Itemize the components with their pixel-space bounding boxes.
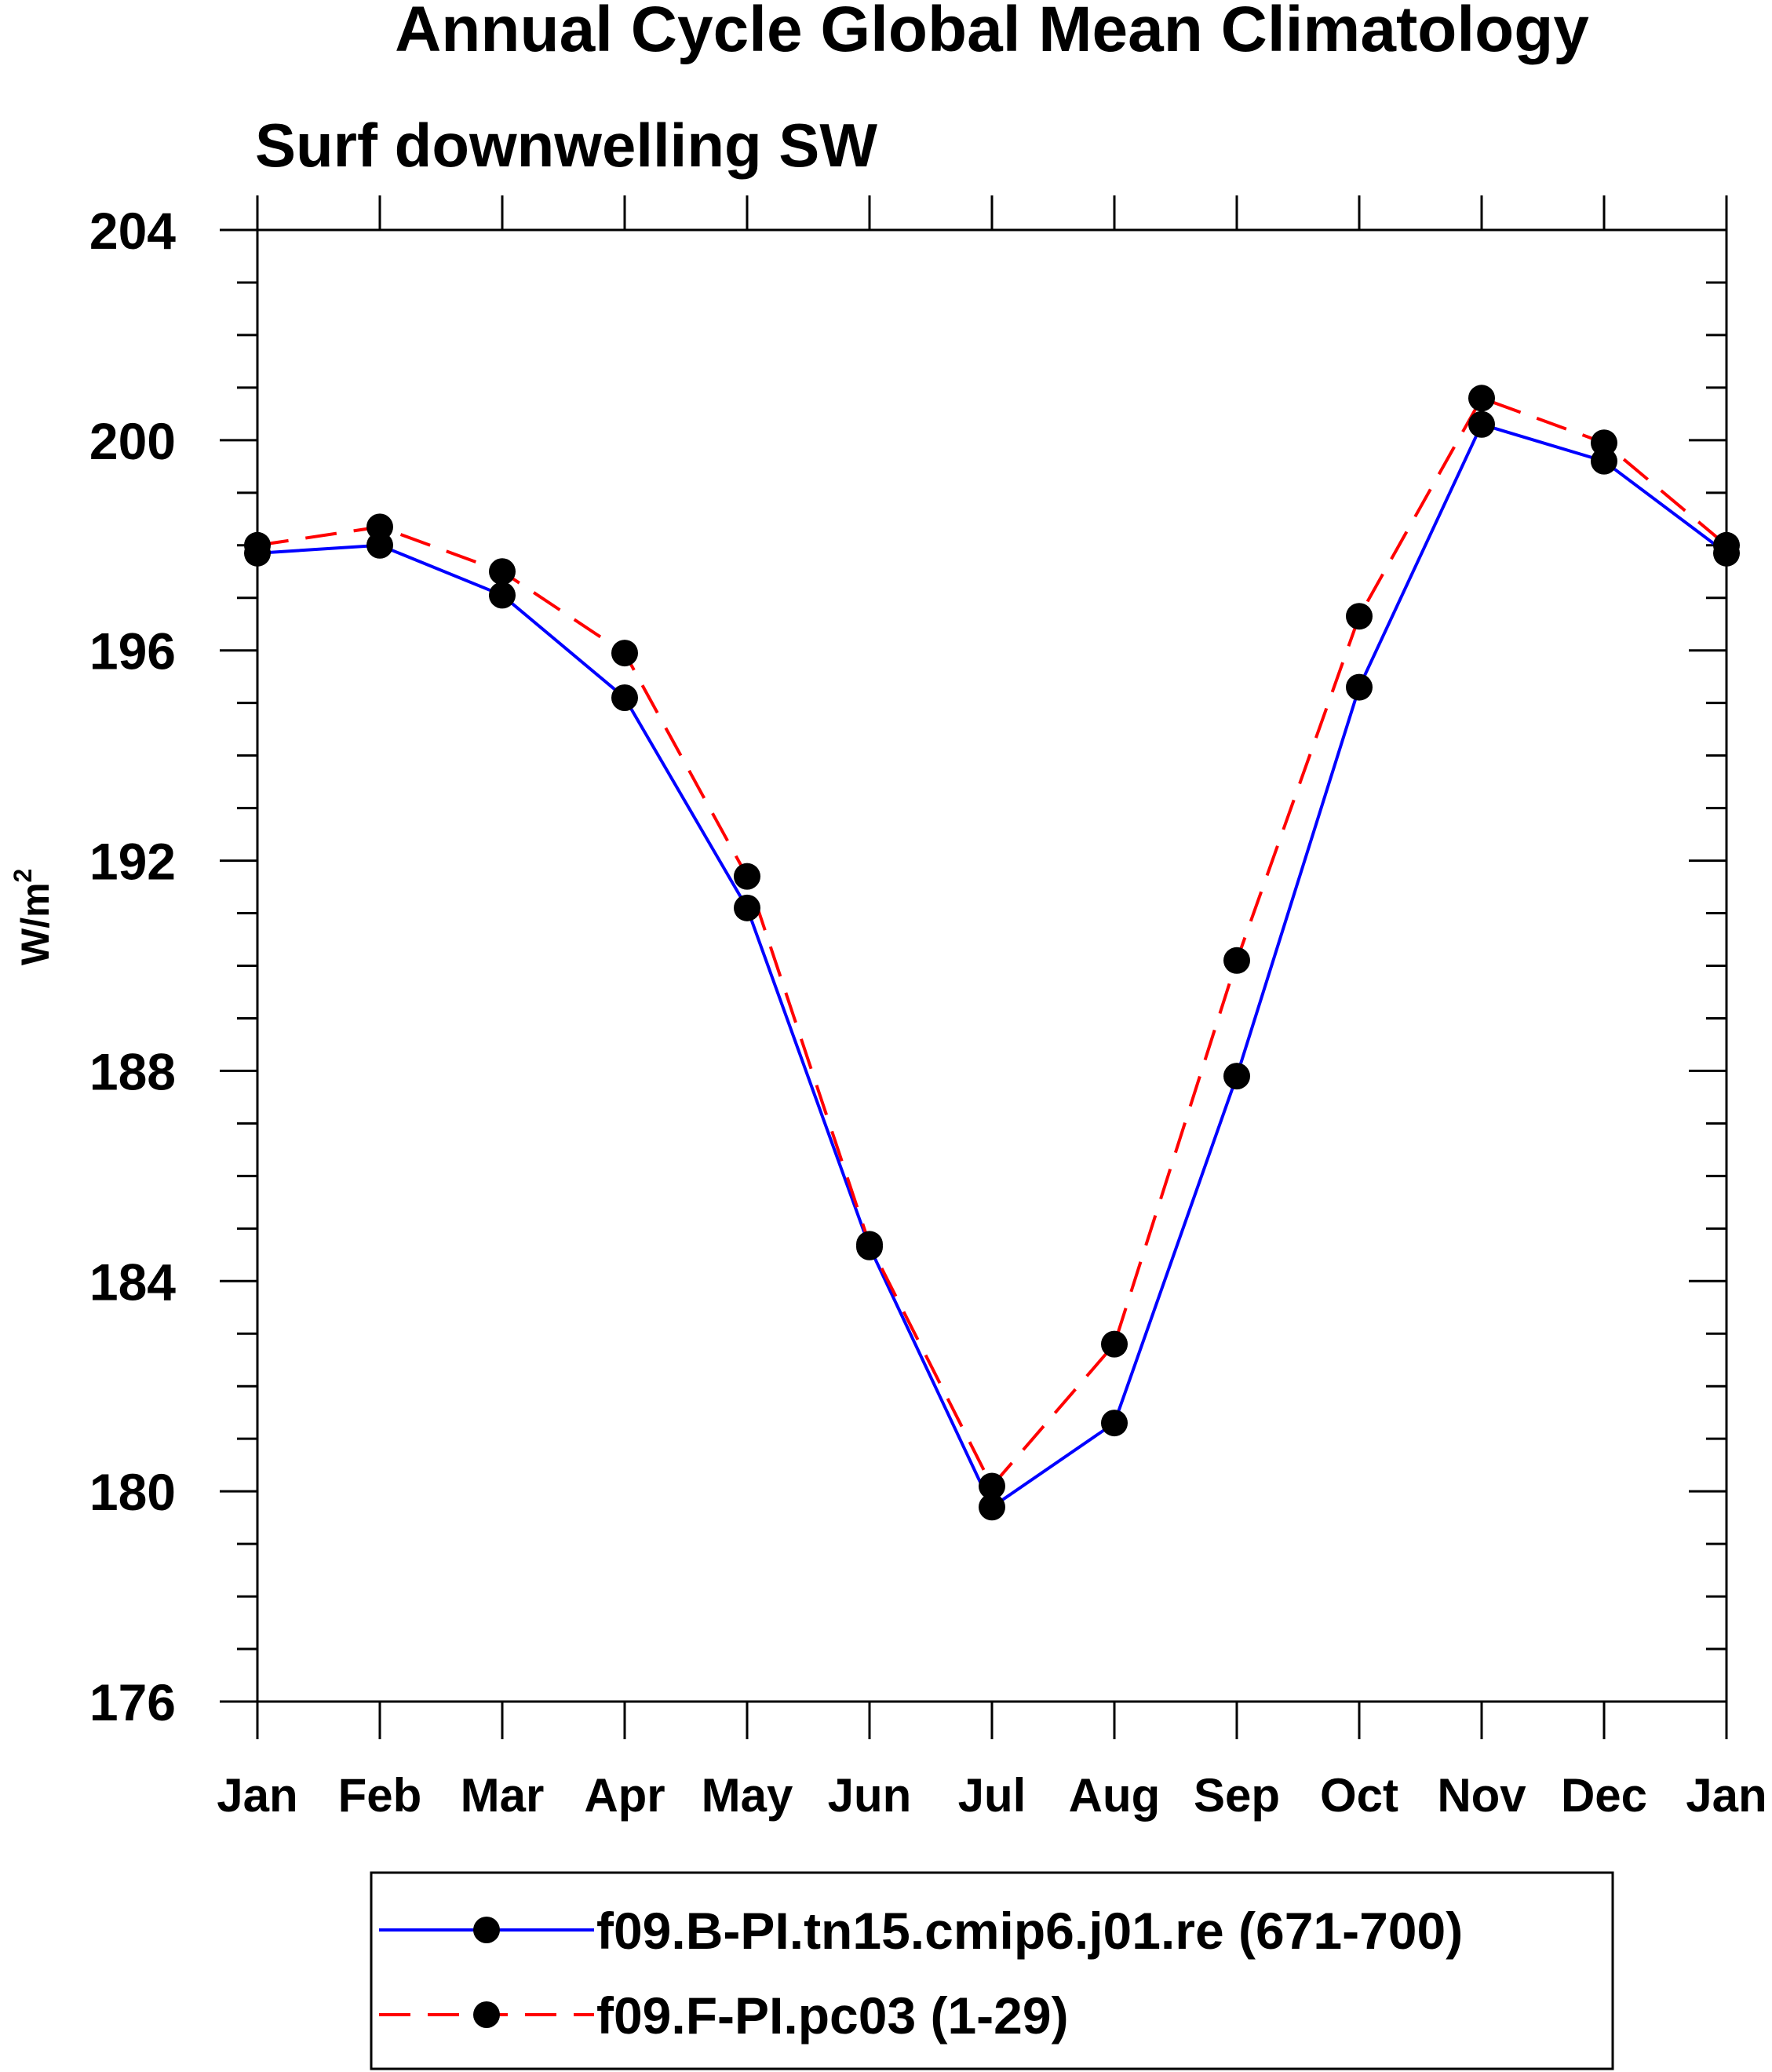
data-point [1591,447,1617,475]
y-tick-label: 196 [89,622,176,680]
chart-title: Annual Cycle Global Mean Climatology [395,0,1589,65]
legend: f09.B-PI.tn15.cmip6.j01.re (671-700) f09.… [370,1871,1614,2070]
y-tick-label: 176 [89,1673,176,1731]
x-tick-label: Oct [1320,1769,1398,1822]
data-point [611,640,638,667]
x-tick-label: Nov [1437,1769,1526,1822]
data-point [1223,947,1250,974]
y-axis-label-superscript: 2 [9,869,37,883]
series-line [257,396,1728,1490]
data-point [979,1494,1005,1521]
y-tick-label: 192 [89,833,176,891]
y-tick-label: 184 [89,1253,176,1311]
data-point [734,863,760,890]
data-point [856,1231,883,1258]
x-tick-label: Jan [217,1769,297,1822]
data-point [1468,410,1495,438]
y-tick-label: 200 [89,412,176,470]
data-point [979,1472,1005,1500]
series-line [257,422,1728,1510]
data-point [1346,603,1373,630]
data-point [611,684,638,711]
data-point [489,558,516,585]
data-point [366,513,393,541]
data-point [1468,385,1495,412]
legend-marker [473,2001,500,2028]
plot-frame [256,228,1728,1703]
x-tick-label: Feb [338,1769,422,1822]
x-tick-label: Aug [1069,1769,1161,1822]
x-tick-label: Dec [1561,1769,1647,1822]
y-tick-label: 180 [89,1463,176,1521]
legend-label: f09.B-PI.tn15.cmip6.j01.re (671-700) [596,1902,1463,1960]
x-axis-ticks [256,195,1728,1739]
chart-subtitle: Surf downwelling SW [255,111,877,180]
y-tick-label: 204 [89,202,176,260]
data-point [734,894,760,921]
legend-marker [473,1917,500,1943]
x-tick-label: Mar [461,1769,545,1822]
data-point [489,582,516,609]
x-tick-label: Jan [1686,1769,1767,1822]
legend-label: f09.F-PI.pc03 (1-29) [596,1986,1069,2045]
data-point [366,531,393,559]
x-tick-label: Sep [1194,1769,1280,1822]
y-axis-label: W/m2 [9,869,57,965]
y-tick-label: 188 [89,1042,176,1100]
data-point [1591,429,1617,457]
data-point [1101,1410,1128,1437]
data-point [1223,1063,1250,1090]
x-tick-label: Apr [584,1769,665,1822]
y-axis-label-text: W/m [13,882,57,965]
y-tick-labels: 176 180 184 188 192 196 200 204 [89,202,176,1731]
x-tick-label: May [702,1769,793,1822]
legend-box [370,1871,1614,2070]
data-point [1346,673,1373,701]
x-tick-label: Jun [828,1769,912,1822]
data-point [1101,1330,1128,1358]
plot-series [244,385,1740,1521]
x-tick-labels: Jan Feb Mar Apr May Jun Jul Aug Sep Oct Nov Dec Jan [217,1769,1767,1822]
x-tick-label: Jul [958,1769,1026,1822]
y-axis-ticks [220,228,1726,1703]
